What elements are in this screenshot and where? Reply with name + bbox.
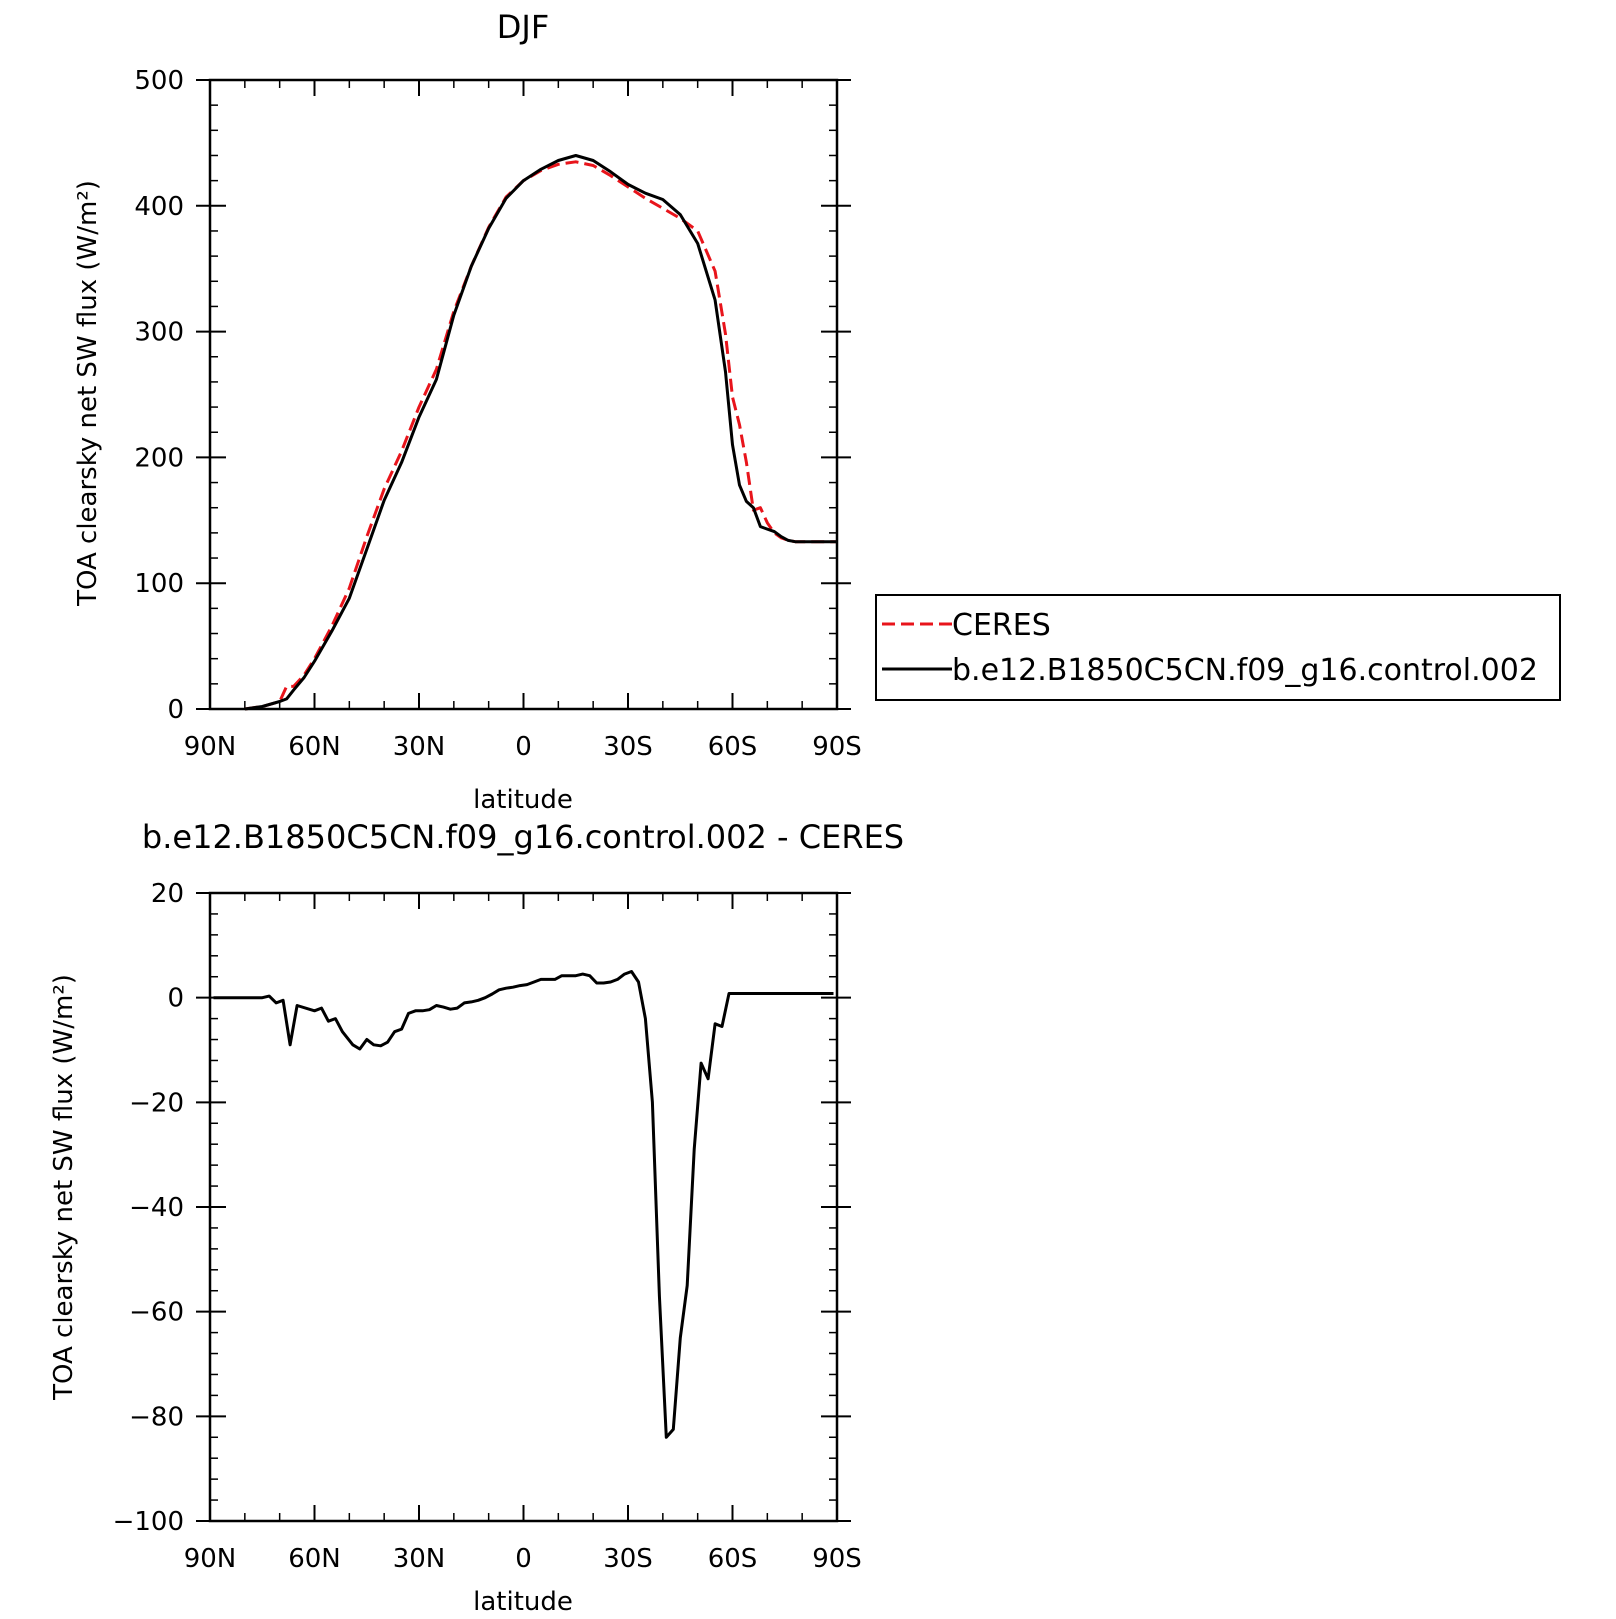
legend-box — [875, 594, 1561, 701]
panel-top-title: DJF — [497, 8, 549, 46]
panel-bottom-xlabel: latitude — [473, 1587, 573, 1617]
top-xtick-label: 30S — [603, 732, 653, 762]
top-ytick-label: 300 — [134, 318, 184, 348]
bottom-xtick-label: 90S — [812, 1544, 862, 1574]
top-ytick-label: 0 — [167, 695, 184, 725]
top-xtick-label: 90N — [184, 732, 237, 762]
bottom-xtick-label: 0 — [515, 1544, 532, 1574]
bottom-xtick-label: 90N — [184, 1544, 237, 1574]
legend: CERES b.e12.B1850C5CN.f09_g16.control.00… — [875, 594, 1561, 701]
panel-bottom-title: b.e12.B1850C5CN.f09_g16.control.002 - CE… — [142, 818, 904, 856]
bottom-ytick-label: −20 — [129, 1088, 184, 1118]
top-xtick-label: 60S — [708, 732, 758, 762]
panel-top-ylabel: TOA clearsky net SW flux (W/m²) — [73, 180, 103, 607]
top-xtick-label: 60N — [288, 732, 341, 762]
bottom-xtick-label: 30S — [603, 1544, 653, 1574]
panel-top-frame — [208, 78, 839, 711]
bottom-series-line-0 — [213, 970, 834, 1439]
legend-label-model: b.e12.B1850C5CN.f09_g16.control.002 — [952, 653, 1538, 688]
panel-top-ticks: 90N 60N 30N 0 30S 60S 90S 0 100 200 300 400 500 — [134, 66, 861, 762]
legend-label-ceres: CERES — [952, 608, 1051, 643]
top-xtick-label: 30N — [393, 732, 446, 762]
panel-bottom-ticks: 90N 60N 30N 0 30S 60S 90S −100 −80 −60 −40 −20 0 20 — [113, 879, 862, 1574]
panel-top-xlabel: latitude — [473, 785, 573, 815]
panel-top: DJF TOA clearsky net SW flux (W/m²) lati… — [73, 8, 862, 815]
bottom-ytick-label: −80 — [129, 1402, 184, 1432]
bottom-ytick-label: −40 — [129, 1193, 184, 1223]
bottom-ytick-label: 0 — [167, 984, 184, 1014]
top-xtick-label: 90S — [812, 732, 862, 762]
panel-bottom-ylabel: TOA clearsky net SW flux (W/m²) — [49, 974, 79, 1401]
bottom-ytick-label: 20 — [151, 879, 184, 909]
bottom-xtick-label: 60N — [288, 1544, 341, 1574]
bottom-xtick-label: 60S — [708, 1544, 758, 1574]
bottom-ytick-label: −60 — [129, 1298, 184, 1328]
top-series-line-1 — [244, 154, 837, 711]
panel-top-series — [244, 154, 837, 711]
top-ytick-label: 100 — [134, 569, 184, 599]
top-ytick-label: 400 — [134, 192, 184, 222]
panel-bottom-series — [213, 970, 834, 1439]
top-ytick-label: 500 — [134, 66, 184, 96]
top-xtick-label: 0 — [515, 732, 532, 762]
bottom-ytick-label: −100 — [113, 1507, 184, 1537]
panel-bottom-frame — [208, 891, 839, 1523]
panel-bottom: b.e12.B1850C5CN.f09_g16.control.002 - CE… — [49, 818, 904, 1617]
bottom-xtick-label: 30N — [393, 1544, 446, 1574]
top-ytick-label: 200 — [134, 443, 184, 473]
